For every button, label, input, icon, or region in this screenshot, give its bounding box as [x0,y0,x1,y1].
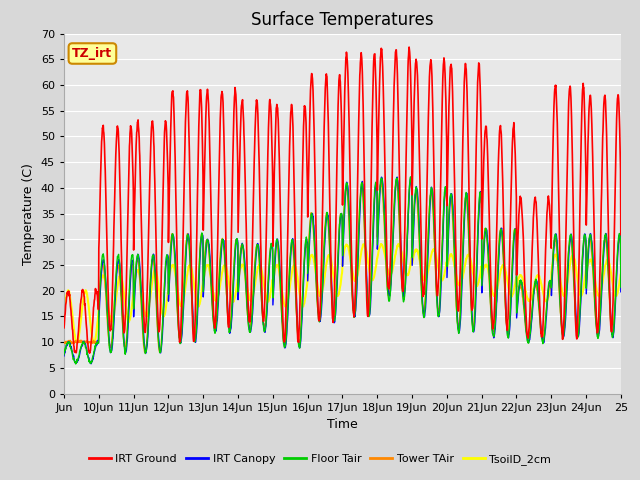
Y-axis label: Temperature (C): Temperature (C) [22,163,35,264]
Text: TZ_irt: TZ_irt [72,47,113,60]
X-axis label: Time: Time [327,418,358,431]
Title: Surface Temperatures: Surface Temperatures [251,11,434,29]
Legend: IRT Ground, IRT Canopy, Floor Tair, Tower TAir, TsoilD_2cm: IRT Ground, IRT Canopy, Floor Tair, Towe… [84,450,556,469]
